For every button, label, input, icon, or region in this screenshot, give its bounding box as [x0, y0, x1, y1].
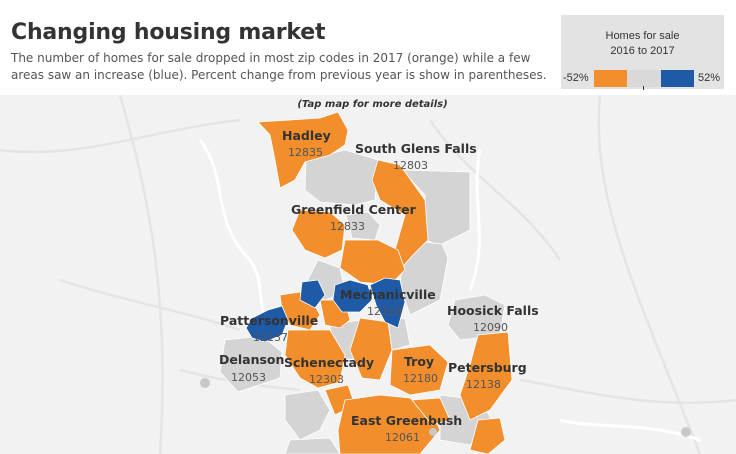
- page-title: Changing housing market: [11, 20, 326, 45]
- place-name-hoosick-falls: Hoosick Falls: [447, 303, 539, 318]
- region-neutral[interactable]: [284, 437, 341, 454]
- place-zip-mechanicville: 12118: [367, 305, 402, 318]
- place-name-mechanicville: Mechanicville: [340, 287, 436, 302]
- region-decrease[interactable]: [337, 394, 441, 454]
- place-zip-troy: 12180: [403, 372, 438, 385]
- place-name-hadley: Hadley: [282, 128, 331, 143]
- place-name-petersburg: Petersburg: [448, 360, 527, 375]
- legend-swatch-increase: [660, 70, 694, 87]
- place-name-troy: Troy: [404, 354, 435, 369]
- place-name-east-greenbush: East Greenbush: [351, 413, 463, 428]
- zip-regions: [219, 111, 513, 454]
- place-zip-east-greenbush: 12061: [385, 431, 420, 444]
- region-decrease[interactable]: [339, 239, 406, 286]
- legend-title-line1: Homes for sale: [605, 30, 680, 42]
- place-name-delanson: Delanson: [219, 352, 285, 367]
- legend-max-label: 52%: [697, 72, 720, 84]
- place-zip-pattersonville: 12137: [253, 331, 288, 344]
- color-legend[interactable]: Homes for sale 2016 to 2017 -52% 52%: [561, 15, 724, 90]
- region-decrease[interactable]: [257, 111, 349, 189]
- legend-swatch-decrease: [594, 70, 628, 87]
- place-name-south-glens-falls: South Glens Falls: [355, 141, 477, 156]
- map-hint: (Tap map for more details): [297, 99, 448, 110]
- region-decrease[interactable]: [459, 331, 513, 421]
- place-zip-hoosick-falls: 12090: [473, 321, 508, 334]
- place-zip-greenfield-center: 12833: [330, 220, 365, 233]
- place-zip-petersburg: 12138: [466, 378, 501, 391]
- legend-swatch-neutral: [627, 70, 661, 87]
- region-decrease[interactable]: [291, 209, 346, 259]
- place-zip-south-glens-falls: 12803: [393, 159, 428, 172]
- region-neutral[interactable]: [304, 149, 379, 206]
- region-decrease[interactable]: [389, 344, 449, 396]
- place-zip-delanson: 12053: [231, 371, 266, 384]
- legend-title: Homes for sale 2016 to 2017: [561, 29, 724, 59]
- place-name-pattersonville: Pattersonville: [220, 313, 319, 328]
- region-decrease[interactable]: [411, 397, 451, 426]
- place-name-greenfield-center: Greenfield Center: [291, 202, 416, 217]
- legend-zero-tick: [643, 86, 644, 90]
- map-markers: [200, 378, 691, 437]
- place-zip-schenectady: 12303: [309, 373, 344, 386]
- place-zip-hadley: 12835: [288, 146, 323, 159]
- legend-color-ramp: [594, 70, 694, 87]
- region-increase[interactable]: [369, 277, 406, 329]
- region-decrease[interactable]: [284, 329, 346, 389]
- region-neutral[interactable]: [284, 389, 331, 441]
- region-increase[interactable]: [245, 305, 289, 343]
- region-increase[interactable]: [299, 279, 326, 309]
- zip-code-map[interactable]: [0, 95, 736, 454]
- region-decrease[interactable]: [469, 417, 506, 454]
- page-subtitle: The number of homes for sale dropped in …: [11, 51, 547, 82]
- legend-min-label: -52%: [563, 72, 589, 84]
- basemap-roads: [0, 95, 736, 454]
- place-name-schenectady: Schenectady: [284, 355, 375, 370]
- region-neutral[interactable]: [345, 211, 381, 241]
- region-increase[interactable]: [332, 279, 373, 313]
- legend-title-line2: 2016 to 2017: [610, 45, 675, 57]
